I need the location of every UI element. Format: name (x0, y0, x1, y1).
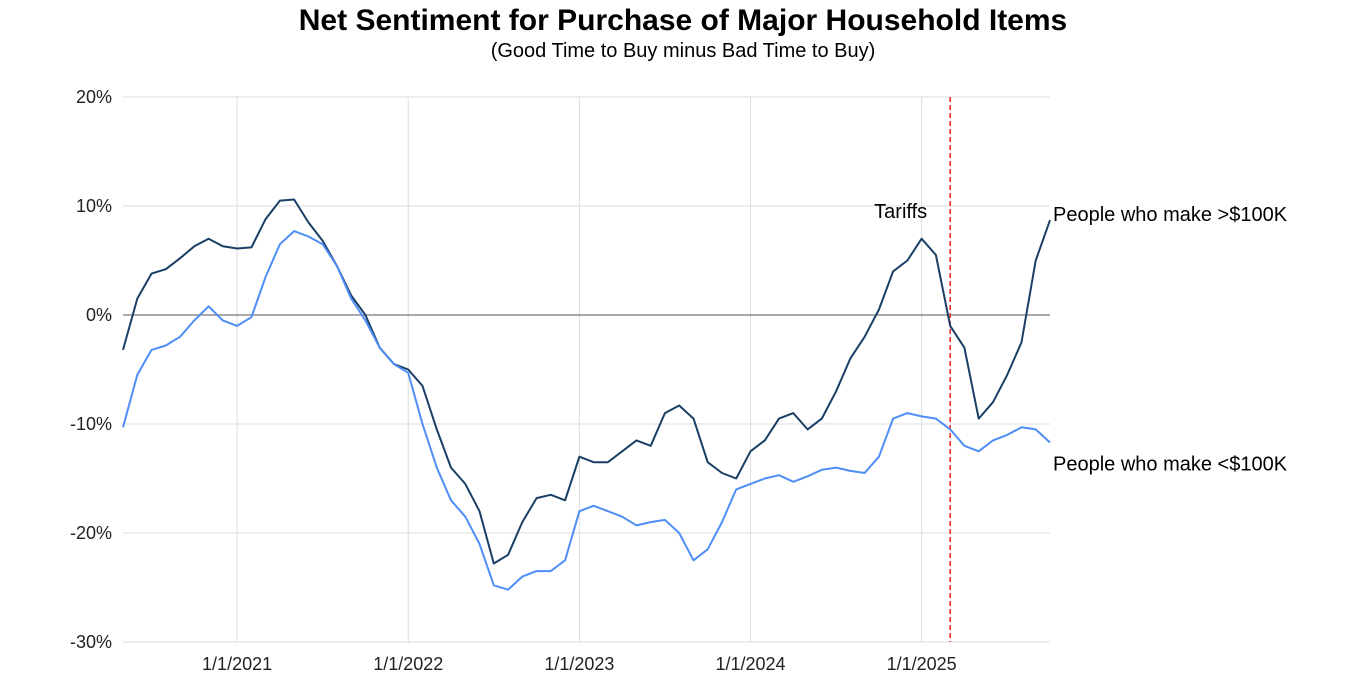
chart-title: Net Sentiment for Purchase of Major Hous… (298, 4, 1068, 37)
x-tick-label: 1/1/2023 (544, 654, 614, 674)
series-line-low (122, 230, 1051, 591)
y-tick-label: 0% (86, 305, 112, 325)
series-label-low: People who make <$100K (1053, 454, 1288, 476)
x-tick-label: 1/1/2025 (887, 654, 957, 674)
y-tick-label: -20% (70, 523, 112, 543)
series-line-high (122, 198, 1051, 565)
x-tick-label: 1/1/2022 (373, 654, 443, 674)
x-tick-label: 1/1/2021 (202, 654, 272, 674)
y-tick-label: -10% (70, 414, 112, 434)
y-tick-label: -30% (70, 632, 112, 652)
x-tick-label: 1/1/2024 (715, 654, 785, 674)
tariffs-annotation: Tariffs (874, 201, 927, 223)
series-label-high: People who make >$100K (1053, 204, 1288, 226)
chart-subtitle: (Good Time to Buy minus Bad Time to Buy) (490, 40, 876, 62)
y-tick-label: 10% (76, 196, 112, 216)
y-tick-label: 20% (76, 87, 112, 107)
